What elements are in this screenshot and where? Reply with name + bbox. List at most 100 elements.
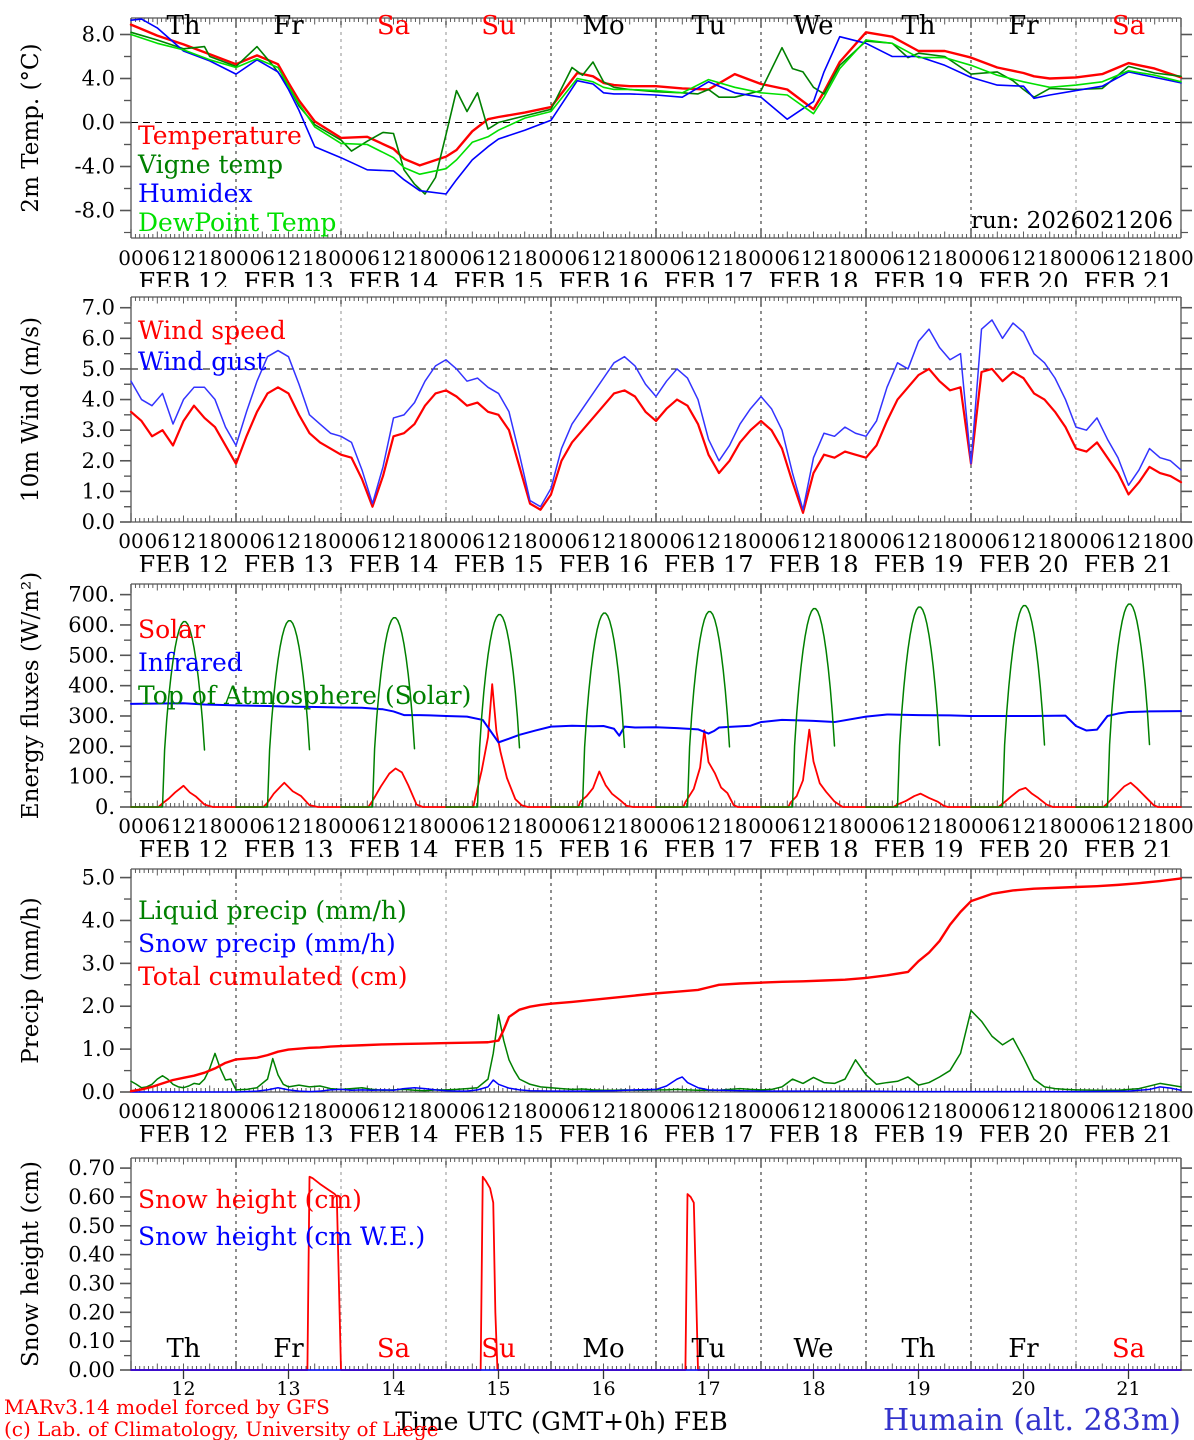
hour-tick-label: 12 xyxy=(1116,814,1141,838)
series-snow-precip-mm-h xyxy=(130,1076,1182,1093)
series-solar xyxy=(655,729,762,808)
hour-tick-label: 00 xyxy=(643,814,668,838)
hour-tick-label: 06 xyxy=(775,814,800,838)
hour-tick-label: 18 xyxy=(827,529,852,553)
hour-tick-label: 06 xyxy=(565,814,590,838)
day-number-label: 21 xyxy=(1116,1378,1140,1400)
hour-tick-label: 18 xyxy=(512,1099,537,1123)
y-tick-label: -4.0 xyxy=(75,155,116,179)
series-humidex xyxy=(130,18,1182,195)
hour-tick-label: 06 xyxy=(250,814,275,838)
date-label: FEB 21 xyxy=(1084,551,1174,575)
hour-tick-label: 18 xyxy=(722,529,747,553)
y-tick-label: 1.0 xyxy=(82,479,115,503)
hour-tick-label: 12 xyxy=(486,814,511,838)
hour-tick-label: 06 xyxy=(355,246,380,270)
hour-tick-label: 00 xyxy=(118,814,143,838)
x-axis-hour-labels: 00 06 12 18 00 06 12 18 00 06 12 18 00 06 12 18 00 06 12 18… xyxy=(118,1099,1193,1123)
hour-tick-label: 12 xyxy=(1011,529,1036,553)
series-top-of-atmosphere-solar xyxy=(445,613,521,808)
date-label: FEB 13 xyxy=(244,268,334,290)
hour-tick-label: 12 xyxy=(1116,1099,1141,1123)
hour-tick-label: 00 xyxy=(328,246,353,270)
weekday-labels: Th Fr Sa Su Mo Tu We Th Fr Sa xyxy=(166,11,1145,41)
date-label: FEB 13 xyxy=(244,836,334,860)
hour-tick-label: 06 xyxy=(355,1099,380,1123)
hour-tick-label: 12 xyxy=(591,1099,616,1123)
series-solar xyxy=(1075,781,1182,808)
x-axis-hour-labels: 00 06 12 18 00 06 12 18 00 06 12 18 00 06 12 18 00 06 12 18… xyxy=(118,529,1193,553)
y-tick-label: 0.70 xyxy=(68,1156,115,1180)
data-series-group xyxy=(129,877,1183,1093)
hour-tick-label: 12 xyxy=(276,814,301,838)
weekday-label: Tu xyxy=(691,11,725,41)
y-tick-label: 4.0 xyxy=(82,908,115,932)
legend-item: Top of Atmosphere (Solar) xyxy=(138,681,471,710)
hour-tick-label: 18 xyxy=(302,246,327,270)
hour-tick-label: 00 xyxy=(328,529,353,553)
plot-precip: 0.0 1.0 2.0 3.0 4.0 5.0 Precip (mm/h) Liquid pr… xyxy=(0,857,1194,1145)
y-tick-label: 700. xyxy=(68,583,115,607)
series-solar xyxy=(340,767,447,808)
series-top-of-atmosphere-solar xyxy=(970,604,1046,808)
date-label: FEB 19 xyxy=(874,1121,964,1145)
x-axis-date-labels: FEB 12 FEB 13 FEB 14 FEB 15 FEB 16 FEB 17 FEB … xyxy=(139,836,1174,860)
y-axis: 0.0 1.0 2.0 3.0 4.0 5.0 xyxy=(82,866,1192,1104)
hour-tick-label: 00 xyxy=(748,1099,773,1123)
day-number-label: 16 xyxy=(591,1378,615,1400)
series-total-cumulated-cm xyxy=(129,877,1183,1093)
date-label: FEB 12 xyxy=(139,1121,229,1145)
panel-snow-height: 0.00 0.10 0.20 0.30 0.40 0.50 0.60 0.70 Snow hei… xyxy=(0,1142,1194,1440)
hour-tick-label: 18 xyxy=(1037,1099,1062,1123)
hour-tick-label: 12 xyxy=(381,814,406,838)
hour-tick-label: 18 xyxy=(512,814,537,838)
hour-tick-label: 00 xyxy=(958,246,983,270)
hour-tick-label: 18 xyxy=(1142,814,1167,838)
hour-tick-label: 06 xyxy=(670,529,695,553)
y-tick-label: 0.40 xyxy=(68,1243,115,1267)
y-axis: 0.0 1.0 2.0 3.0 4.0 5.0 6.0 7.0 xyxy=(82,296,1192,534)
hour-tick-label: 12 xyxy=(906,246,931,270)
legend-item: Liquid precip (mm/h) xyxy=(138,896,407,925)
day-number-label: 18 xyxy=(801,1378,825,1400)
date-label: FEB 14 xyxy=(349,551,439,575)
y-tick-label: 8.0 xyxy=(82,23,115,47)
hour-tick-label: 18 xyxy=(197,246,222,270)
y-tick-label: 0.30 xyxy=(68,1271,115,1295)
y-tick-label: 1.0 xyxy=(82,1037,115,1061)
y-tick-label: 6.0 xyxy=(82,326,115,350)
hour-tick-label: 12 xyxy=(171,1099,196,1123)
date-label: FEB 15 xyxy=(454,551,544,575)
panel-wind: 0.0 1.0 2.0 3.0 4.0 5.0 6.0 7.0 10m Wind (m/s) Wi… xyxy=(0,287,1194,575)
y-axis: 0.00 0.10 0.20 0.30 0.40 0.50 0.60 0.70 xyxy=(68,1156,1192,1382)
plot-temperature: -8.0 -4.0 0.0 4.0 8.0 2m Temp. (°C) Temperatur… xyxy=(0,0,1194,290)
hour-tick-label: 06 xyxy=(775,1099,800,1123)
day-number-label: 15 xyxy=(486,1378,510,1400)
hour-tick-label: 18 xyxy=(407,1099,432,1123)
series-liquid-precip-mm-h xyxy=(130,1009,1182,1092)
weekday-label: Fr xyxy=(1008,1334,1039,1364)
hour-tick-label: 00 xyxy=(853,814,878,838)
hour-tick-label: 06 xyxy=(355,529,380,553)
hour-tick-label: 18 xyxy=(827,1099,852,1123)
panel-temperature: -8.0 -4.0 0.0 4.0 8.0 2m Temp. (°C) Temperatur… xyxy=(0,0,1194,290)
y-tick-label: 0.00 xyxy=(68,1358,115,1382)
y-tick-label: 0.50 xyxy=(68,1214,115,1238)
weekday-labels: Th Fr Sa Su Mo Tu We Th Fr Sa xyxy=(166,1334,1145,1364)
hour-tick-label: 00 xyxy=(433,814,458,838)
hour-tick-label: 06 xyxy=(880,246,905,270)
date-label: FEB 17 xyxy=(664,836,754,860)
weekday-label: We xyxy=(794,1334,834,1364)
day-number-label: 19 xyxy=(906,1378,930,1400)
series-snow-height-cm xyxy=(130,1175,1182,1371)
y-tick-label: 4.0 xyxy=(82,388,115,412)
hour-tick-label: 00 xyxy=(958,1099,983,1123)
plot-wind: 0.0 1.0 2.0 3.0 4.0 5.0 6.0 7.0 10m Wind (m/s) Wi… xyxy=(0,287,1194,575)
series-solar xyxy=(865,792,972,808)
hour-tick-label: 06 xyxy=(985,1099,1010,1123)
hour-tick-label: 06 xyxy=(880,1099,905,1123)
day-number-label: 13 xyxy=(276,1378,300,1400)
hour-tick-label: 00 xyxy=(1168,1099,1193,1123)
y-tick-label: 600. xyxy=(68,613,115,637)
model-credit-line1: MARv3.14 model forced by GFS xyxy=(4,1395,330,1419)
